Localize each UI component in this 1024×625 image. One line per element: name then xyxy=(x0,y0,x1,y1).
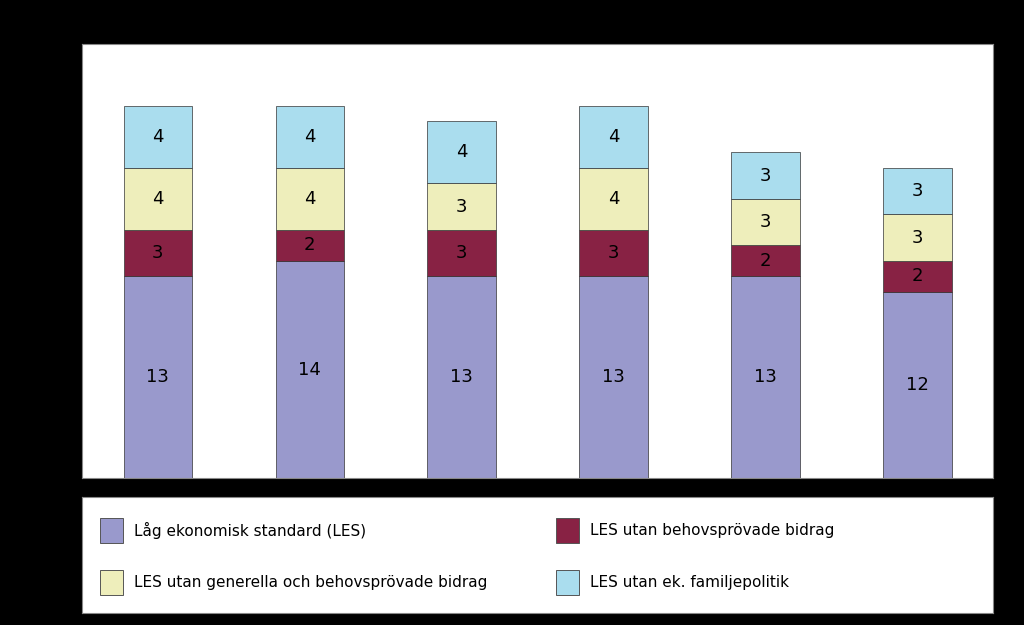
Bar xyxy=(731,199,800,246)
Bar xyxy=(124,276,193,478)
Bar xyxy=(883,261,951,292)
Text: 4: 4 xyxy=(608,190,620,208)
Bar xyxy=(124,230,193,276)
Bar xyxy=(731,152,800,199)
Text: 3: 3 xyxy=(153,244,164,262)
Bar xyxy=(427,183,496,230)
Text: 4: 4 xyxy=(153,190,164,208)
Text: 13: 13 xyxy=(146,368,169,386)
Text: 13: 13 xyxy=(754,368,777,386)
Bar xyxy=(580,168,648,230)
Bar xyxy=(427,276,496,478)
Bar xyxy=(427,230,496,276)
Bar xyxy=(580,276,648,478)
Text: 4: 4 xyxy=(608,128,620,146)
Text: 14: 14 xyxy=(298,361,322,379)
Bar xyxy=(427,121,496,183)
Text: 3: 3 xyxy=(911,229,923,247)
FancyBboxPatch shape xyxy=(100,518,123,543)
Text: LES utan ek. familjepolitik: LES utan ek. familjepolitik xyxy=(590,575,788,590)
Text: 4: 4 xyxy=(304,128,315,146)
Text: 2: 2 xyxy=(911,268,923,286)
Bar xyxy=(275,230,344,261)
Text: 13: 13 xyxy=(602,368,625,386)
Text: 2: 2 xyxy=(760,252,771,270)
Bar xyxy=(731,276,800,478)
Bar xyxy=(275,261,344,478)
Bar xyxy=(275,168,344,230)
Text: Låg ekonomisk standard (LES): Låg ekonomisk standard (LES) xyxy=(134,522,366,539)
Text: 3: 3 xyxy=(760,167,771,184)
Text: 3: 3 xyxy=(608,244,620,262)
Text: 12: 12 xyxy=(906,376,929,394)
Bar xyxy=(731,246,800,276)
Bar xyxy=(580,230,648,276)
Bar xyxy=(275,106,344,168)
Text: 4: 4 xyxy=(456,143,467,161)
Bar xyxy=(883,168,951,214)
Text: LES utan behovsprövade bidrag: LES utan behovsprövade bidrag xyxy=(590,523,834,538)
Bar xyxy=(124,168,193,230)
Text: 3: 3 xyxy=(760,213,771,231)
Text: 2: 2 xyxy=(304,236,315,254)
Text: 3: 3 xyxy=(456,198,467,216)
FancyBboxPatch shape xyxy=(100,570,123,595)
Text: 3: 3 xyxy=(456,244,467,262)
Text: LES utan generella och behovsprövade bidrag: LES utan generella och behovsprövade bid… xyxy=(134,575,487,590)
FancyBboxPatch shape xyxy=(556,570,579,595)
Text: 13: 13 xyxy=(451,368,473,386)
Bar xyxy=(580,106,648,168)
Bar xyxy=(883,214,951,261)
Bar xyxy=(883,292,951,478)
Text: 4: 4 xyxy=(153,128,164,146)
Text: 4: 4 xyxy=(304,190,315,208)
Bar xyxy=(124,106,193,168)
FancyBboxPatch shape xyxy=(556,518,579,543)
Text: 3: 3 xyxy=(911,182,923,200)
